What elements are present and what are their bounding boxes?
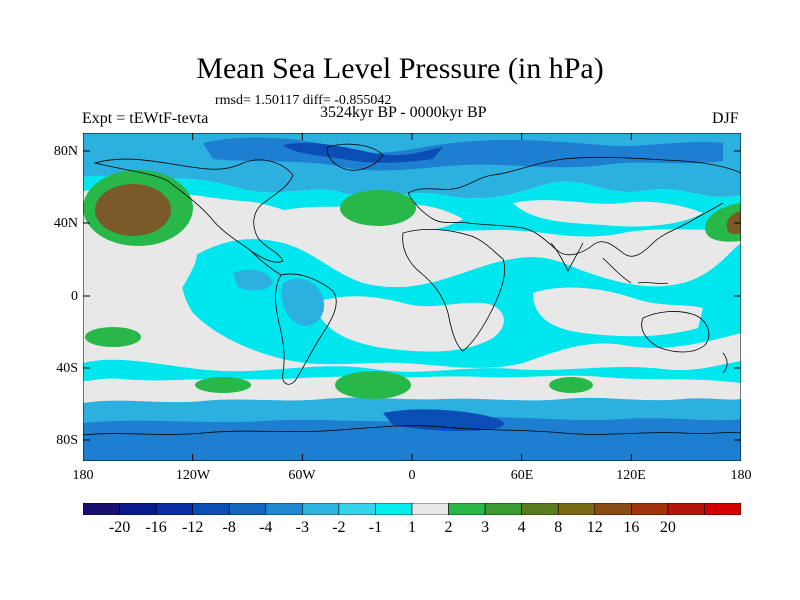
- colorbar-label: 16: [623, 519, 640, 536]
- coastlines: [83, 143, 741, 436]
- greenland-coast: [326, 143, 384, 171]
- australia-coast: [641, 311, 710, 353]
- colorbar-swatch: [228, 503, 267, 515]
- lon-label: 180: [730, 468, 752, 483]
- southern-mid-blue: [83, 417, 741, 461]
- colorbar-label: -8: [222, 519, 236, 536]
- colorbar-label: -4: [259, 519, 273, 536]
- colorbar-swatch: [557, 503, 596, 515]
- colorbar-swatch: [448, 503, 486, 515]
- colorbar-label: -16: [145, 519, 167, 536]
- colorbar-swatch: [338, 503, 376, 515]
- colorbar-label: -2: [332, 519, 346, 536]
- europe-asia-coast: [407, 156, 741, 257]
- central-america-coast: [250, 250, 282, 276]
- lat-label: 80S: [56, 433, 78, 448]
- colorbar-swatch: [667, 503, 705, 515]
- colorbar: [83, 503, 741, 515]
- east-pacific-brown: [726, 211, 741, 235]
- north-atlantic-green: [340, 190, 416, 226]
- new-zealand-coast: [722, 352, 728, 374]
- colorbar-label: 3: [481, 519, 490, 536]
- antarctica-coast: [83, 425, 741, 436]
- colorbar-label: -20: [108, 519, 131, 536]
- colorbar-swatch: [631, 503, 669, 515]
- colorbar-label: 8: [554, 519, 563, 536]
- indian-ocean-green: [549, 377, 593, 393]
- stats-label: rmsd= 1.50117 diff= -0.855042: [215, 93, 392, 108]
- colorbar-swatch: [265, 503, 303, 515]
- map-title: Mean Sea Level Pressure (in hPa): [196, 52, 604, 85]
- colorbar-swatch: [375, 503, 413, 515]
- arctic-darkest-blue: [283, 142, 443, 163]
- colorbar-label: 12: [586, 519, 603, 536]
- south-pacific-green: [85, 327, 141, 347]
- colorbar-swatch: [155, 503, 193, 515]
- colorbar-swatch: [484, 503, 522, 515]
- asia-neutral: [513, 200, 703, 227]
- lon-label: 180: [72, 468, 94, 483]
- lon-label: 0: [408, 468, 416, 483]
- map-ticks: [83, 133, 741, 461]
- colorbar-swatch: [192, 503, 230, 515]
- southeast-asia-coast: [602, 257, 669, 284]
- lon-label: 120E: [616, 468, 646, 483]
- colorbar-label: 1: [408, 519, 416, 536]
- season-label: DJF: [712, 110, 739, 127]
- colorbar-label: 20: [659, 519, 676, 536]
- lat-label: 40N: [53, 216, 78, 231]
- lat-label: 0: [71, 289, 78, 304]
- experiment-label: Expt = tEWtF-tevta: [82, 110, 209, 127]
- colorbar-label: 4: [517, 519, 526, 536]
- colorbar-swatch: [594, 503, 632, 515]
- colorbar-swatch: [302, 503, 340, 515]
- colorbar-swatch: [83, 503, 120, 515]
- lon-label: 60E: [510, 468, 534, 483]
- lat-label: 80N: [53, 144, 78, 159]
- lon-label: 60W: [288, 468, 316, 483]
- period-label: 3524kyr BP - 0000kyr BP: [320, 104, 487, 121]
- south-atlantic-green-1: [195, 377, 251, 393]
- south-america-coast: [275, 273, 337, 385]
- east-pacific-blue: [233, 269, 273, 291]
- lon-label: 120W: [175, 468, 211, 483]
- lat-label: 40S: [56, 361, 78, 376]
- indian-neutral: [533, 287, 703, 337]
- colorbar-swatch: [119, 503, 157, 515]
- colorbar-label: -12: [181, 519, 204, 536]
- pressure-map: [83, 133, 741, 461]
- atlantic-neutral: [313, 296, 504, 352]
- colorbar-swatch: [411, 503, 449, 515]
- colorbar-swatch: [521, 503, 559, 515]
- south-atlantic-green-2: [335, 371, 411, 399]
- north-pacific-high-brown: [95, 184, 171, 236]
- colorbar-label: -3: [295, 519, 309, 536]
- north-america-coast: [93, 158, 294, 263]
- india-coast: [550, 242, 584, 272]
- colorbar-swatch: [704, 503, 741, 515]
- colorbar-label: 2: [444, 519, 453, 536]
- colorbar-label: -1: [368, 519, 383, 536]
- africa-coast: [402, 228, 506, 352]
- south-america-blue: [281, 278, 325, 326]
